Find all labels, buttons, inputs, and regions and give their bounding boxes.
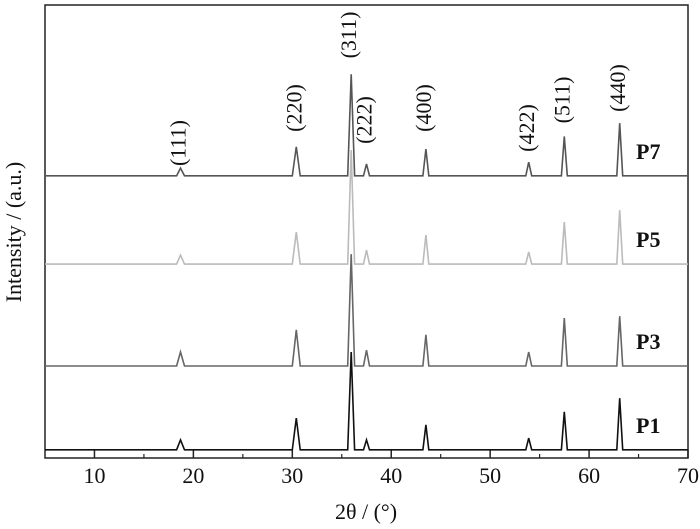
peak-label: (222) — [352, 96, 377, 144]
series-label: P1 — [636, 413, 660, 438]
peak-label: (220) — [281, 84, 306, 132]
peak-label: (311) — [336, 12, 361, 59]
x-tick-label: 20 — [182, 463, 204, 488]
series-label: P3 — [636, 329, 660, 354]
x-tick-label: 60 — [578, 463, 600, 488]
y-axis-label: Intensity / (a.u.) — [1, 162, 26, 303]
peak-label: (440) — [605, 64, 630, 112]
x-tick-label: 50 — [479, 463, 501, 488]
series-line — [45, 254, 688, 367]
x-tick-label: 70 — [677, 463, 699, 488]
x-axis-label: 2θ / (°) — [335, 499, 397, 524]
series-line — [45, 74, 688, 177]
peak-label: (422) — [514, 104, 539, 152]
series-line — [45, 149, 688, 265]
plot-frame — [44, 4, 689, 459]
series-line — [45, 351, 688, 451]
peak-label: (400) — [411, 84, 436, 132]
series-label: P7 — [636, 139, 660, 164]
series-label: P5 — [636, 227, 660, 252]
x-tick-label: 40 — [380, 463, 402, 488]
peak-label: (111) — [166, 120, 191, 166]
peak-label: (511) — [549, 77, 574, 124]
x-tick-label: 10 — [83, 463, 105, 488]
x-tick-label: 30 — [281, 463, 303, 488]
